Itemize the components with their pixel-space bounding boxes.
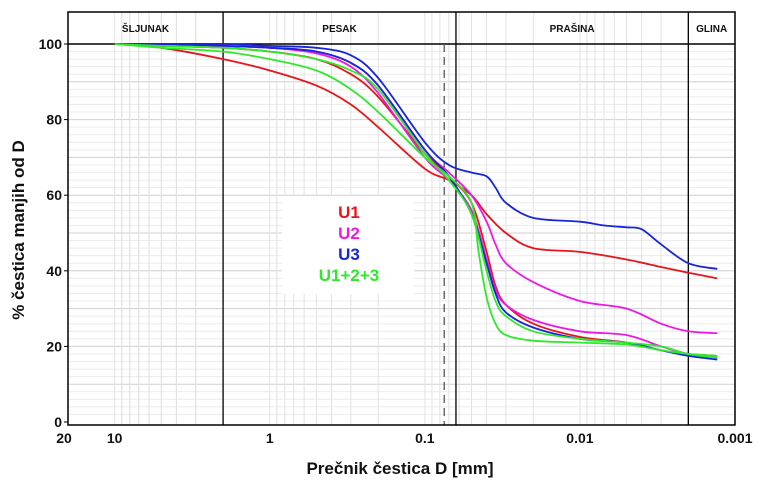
x-axis-title: Prečnik čestica D [mm] [306, 459, 493, 478]
x-tick-label: 0.001 [717, 430, 752, 446]
band-label: ŠLJUNAK [122, 22, 170, 35]
band-label: PRAŠINA [550, 22, 595, 35]
y-tick-label: 60 [46, 187, 62, 203]
y-tick-label: 100 [39, 36, 63, 52]
y-tick-label: 80 [46, 112, 62, 128]
series-lines [114, 42, 718, 361]
legend-entry: U3 [338, 245, 360, 264]
band-label: GLINA [696, 24, 727, 35]
band-label: PESAK [322, 24, 357, 35]
legend: U1 U2 U3 U1+2+3 [282, 196, 414, 294]
plot-border [67, 11, 736, 426]
legend-box [282, 196, 414, 294]
legend-entry: U1+2+3 [319, 266, 380, 285]
series-line-u3 [114, 42, 718, 270]
y-tick-label: 0 [54, 414, 62, 430]
y-tick-label: 20 [46, 338, 62, 354]
plot-frame [67, 11, 736, 426]
legend-entry: U1 [338, 203, 360, 222]
x-tick-label: 0.1 [415, 430, 435, 446]
x-tick-label: 0.01 [566, 430, 593, 446]
legend-entry: U2 [338, 224, 360, 243]
x-tick-label: 20 [56, 430, 72, 446]
x-tick-label: 1 [266, 430, 274, 446]
series-line-u1-2-3 [114, 43, 718, 359]
y-tick-label: 40 [46, 263, 62, 279]
y-axis-title: % čestica manjih od D [9, 140, 28, 320]
series-line-u1-2-3 [114, 43, 718, 357]
x-tick-label: 10 [107, 430, 123, 446]
